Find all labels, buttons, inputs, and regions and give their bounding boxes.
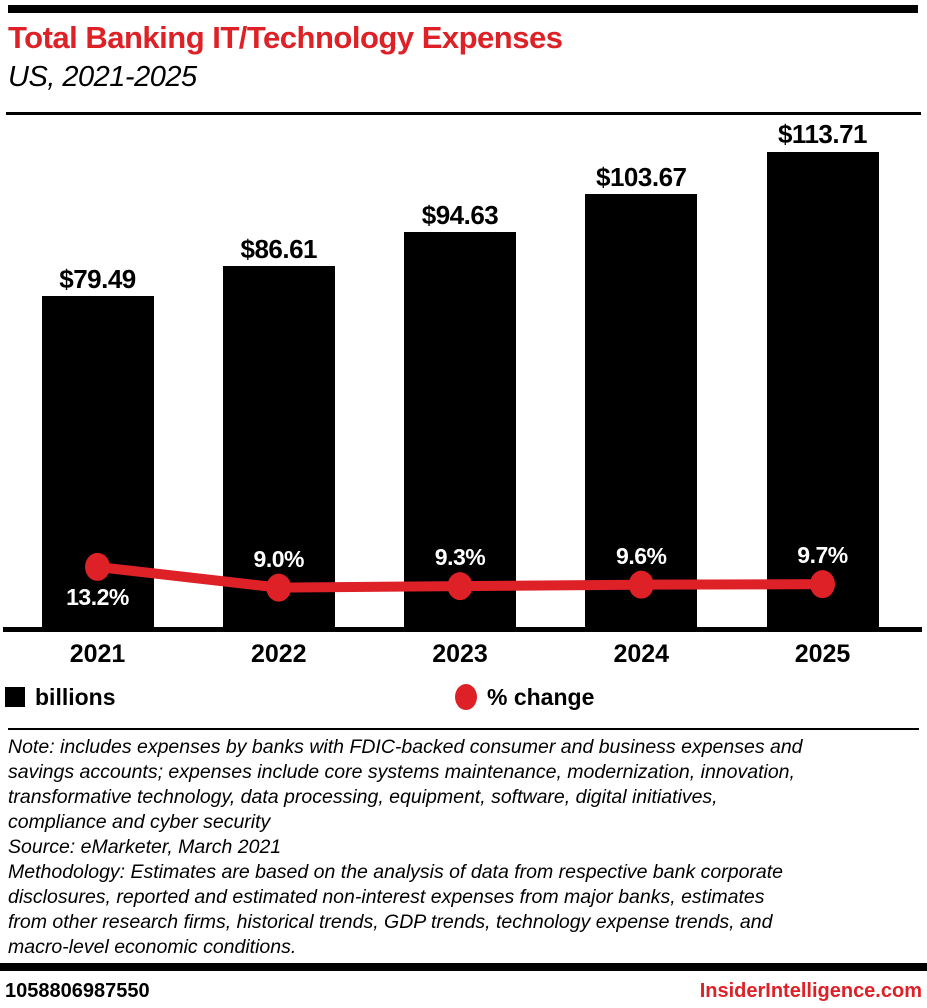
- methodology-line: disclosures, reported and estimated non-…: [8, 886, 765, 908]
- note-divider: [8, 728, 919, 730]
- x-axis-labels: 2021 2022 2023 2024 2025: [0, 640, 927, 670]
- note-line: Note: includes expenses by banks with FD…: [8, 736, 803, 758]
- legend-item-billions: billions: [5, 682, 116, 712]
- bar-2022: [222, 266, 335, 632]
- brand-site-label: InsiderIntelligence.com: [699, 980, 922, 1002]
- bar-2024: [585, 193, 698, 632]
- pct-change-circle-marker: [455, 684, 477, 710]
- line-point: [447, 572, 473, 601]
- page-title: Total Banking IT/Technology Expenses: [8, 20, 563, 55]
- bar-value-label: $94.63: [421, 200, 499, 231]
- legend-item-pct-change: % change: [455, 682, 594, 712]
- bar-2023: [404, 232, 516, 632]
- pct-change-line: [85, 552, 835, 602]
- legend-label-billions: billions: [35, 683, 116, 710]
- source-line: Source: eMarketer, March 2021: [8, 836, 282, 858]
- pct-change-label: 9.3%: [434, 544, 486, 571]
- bar-value-label: $113.71: [777, 119, 868, 150]
- methodology-line: Methodology: Estimates are based on the …: [8, 861, 784, 883]
- bar-2025: [766, 151, 879, 632]
- line-point: [628, 570, 654, 599]
- line-point: [85, 552, 110, 581]
- x-axis-label-2023: 2023: [432, 640, 488, 668]
- chart-id: 1058806987550: [5, 980, 150, 1002]
- pct-change-label: 9.0%: [253, 545, 305, 572]
- line-point: [810, 570, 835, 599]
- page-subtitle: US, 2021-2025: [8, 61, 197, 93]
- top-accent-bar: [8, 5, 918, 13]
- footnotes: Note: includes expenses by banks with FD…: [8, 735, 921, 960]
- pct-change-label: 13.2%: [66, 583, 129, 610]
- bar-value-label: $86.61: [240, 234, 318, 264]
- methodology-line: from other research firms, historical tr…: [8, 911, 773, 933]
- note-line: transformative technology, data processi…: [8, 786, 718, 808]
- bar-value-label: $103.67: [596, 161, 687, 192]
- methodology-line: macro-level economic conditions.: [8, 936, 297, 958]
- note-line: compliance and cyber security: [8, 811, 271, 833]
- legend: billions % change: [0, 682, 927, 712]
- legend-label-pct-change: % change: [487, 683, 595, 710]
- header-divider: [6, 112, 921, 115]
- note-line: savings accounts; expenses include core …: [8, 761, 795, 783]
- billions-square-marker: [5, 687, 25, 707]
- x-axis-label-2024: 2024: [613, 640, 670, 668]
- bottom-accent-bar: [0, 963, 927, 971]
- line-point: [266, 573, 292, 602]
- pct-change-label: 9.6%: [616, 542, 667, 569]
- pct-change-label: 9.7%: [797, 542, 848, 569]
- bar-value-label: $79.49: [59, 264, 136, 295]
- x-axis-label-2022: 2022: [250, 640, 307, 668]
- x-axis-label-2025: 2025: [794, 640, 851, 668]
- x-axis-label-2021: 2021: [69, 640, 126, 668]
- chart-area: $79.49 13.2% $86.61 9.0% $94.63 9.3% $103.67 9.…: [0, 113, 927, 632]
